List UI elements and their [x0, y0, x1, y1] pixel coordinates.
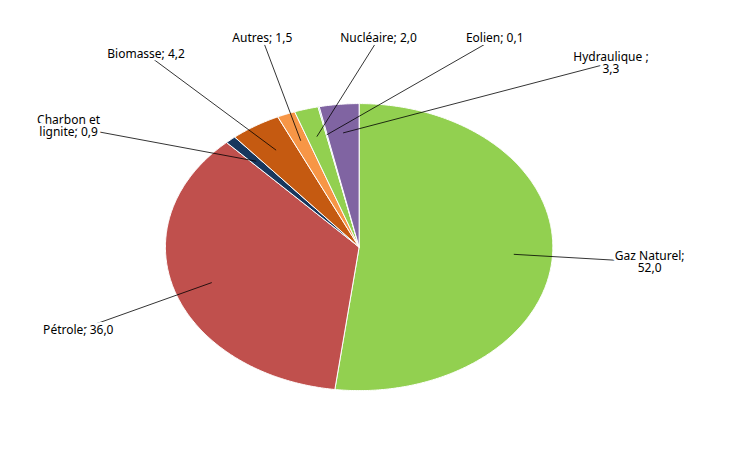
- svg-text:Biomasse; 4,2: Biomasse; 4,2: [107, 45, 185, 62]
- svg-text:Charbon etlignite; 0,9: Charbon etlignite; 0,9: [37, 111, 101, 140]
- svg-text:Hydraulique ;3,3: Hydraulique ;3,3: [573, 48, 648, 77]
- svg-text:Autres; 1,5: Autres; 1,5: [232, 29, 292, 46]
- svg-text:Nucléaire; 2,0: Nucléaire; 2,0: [340, 29, 417, 46]
- svg-text:Gaz Naturel;52,0: Gaz Naturel;52,0: [615, 247, 685, 276]
- svg-text:Eolien; 0,1: Eolien; 0,1: [466, 29, 524, 46]
- svg-text:Pétrole; 36,0: Pétrole; 36,0: [43, 321, 113, 338]
